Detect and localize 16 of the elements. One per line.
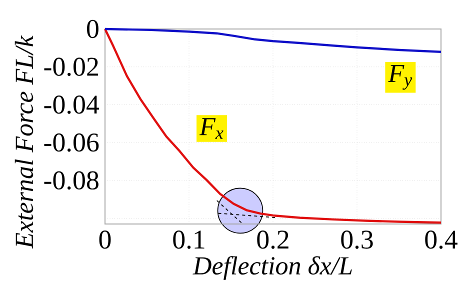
- series-label: F$_{x}$: [199, 118, 224, 139]
- y-tick-label: -0.02: [44, 58, 98, 76]
- x-tick-label: 0.2: [257, 230, 288, 249]
- x-tick-label: 0.4: [425, 230, 458, 249]
- line-series: [104, 28, 442, 224]
- series-label: F$_{y}$: [388, 65, 412, 90]
- x-tick-label: 0: [99, 230, 111, 249]
- line-series: [104, 28, 442, 53]
- y-tick-label: -0.04: [44, 96, 100, 114]
- y-tick-label: -0.08: [44, 171, 98, 190]
- y-tick-label: 0: [87, 20, 98, 38]
- y-tick-label: -0.06: [44, 133, 99, 152]
- y-axis-title: External Force FL/k: [14, 35, 34, 249]
- x-axis-title: Deflection δx/L: [192, 256, 352, 280]
- x-tick-label: 0.1: [173, 230, 204, 249]
- x-tick-label: 0.3: [341, 230, 373, 249]
